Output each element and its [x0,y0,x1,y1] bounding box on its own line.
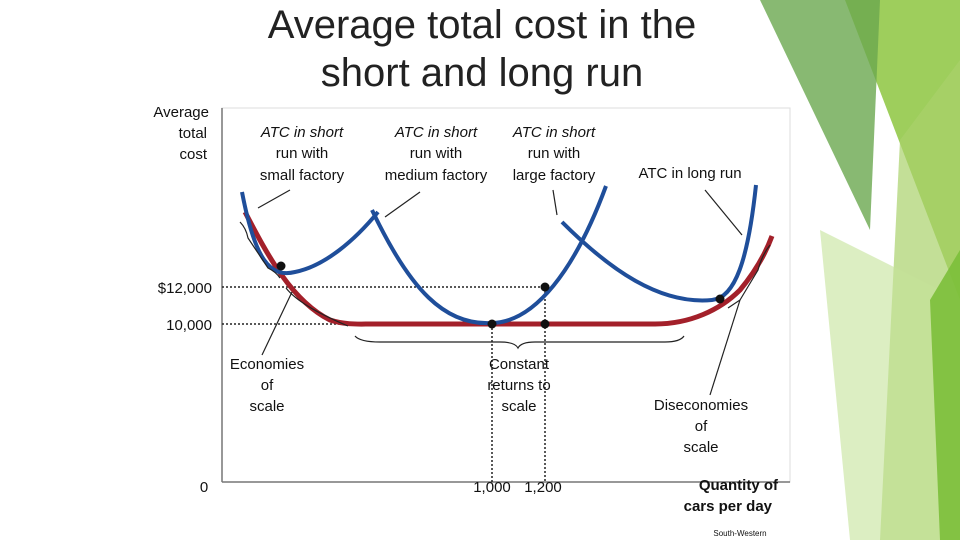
atc-large [560,184,758,303]
y-label: 10,000 [166,317,212,334]
x-label: 0 [200,479,208,496]
plot-panel [221,107,791,483]
x-axis-label: Quantity of [699,477,779,494]
label-line: cost [179,146,207,163]
title-line: short and long run [321,51,643,95]
curve-label: run with [276,145,329,162]
curve-label: ATC in long run [638,165,741,182]
region-label: scale [501,398,536,415]
curve-label: medium factory [385,167,488,184]
y-label: $12,000 [158,280,212,297]
region-label: Constant [489,356,550,373]
region-label: Economies [230,356,304,373]
curve-label: run with [528,145,581,162]
title: Average total cost in the short and long… [268,3,696,95]
region-label: of [261,377,274,394]
curve-label: large factory [513,167,596,184]
region-label: of [695,418,708,435]
label-line: total [179,125,207,142]
label-line: Average [153,104,209,121]
region-label: scale [249,398,284,415]
region-label: Diseconomies [654,397,748,414]
curve-label: ATC in short [512,124,596,141]
region-label: scale [683,439,718,456]
x-label: 1,200 [524,479,562,496]
braces [239,221,771,350]
curve-label: run with [410,145,463,162]
curve-label: ATC in short [394,124,478,141]
region-label: returns to [487,377,550,394]
decoration [760,0,960,540]
x-label: 1,000 [473,479,511,496]
points [276,261,725,329]
curve-label: small factory [260,167,345,184]
curve-label: ATC in short [260,124,344,141]
credit: South-Western [713,529,766,538]
long-run-atc-curve [242,210,775,327]
atc-small [240,191,380,276]
x-axis-label: cars per day [684,498,773,515]
title-line: Average total cost in the [268,3,696,47]
pointers [257,189,743,396]
y-axis-label: Average total cost [153,104,209,163]
